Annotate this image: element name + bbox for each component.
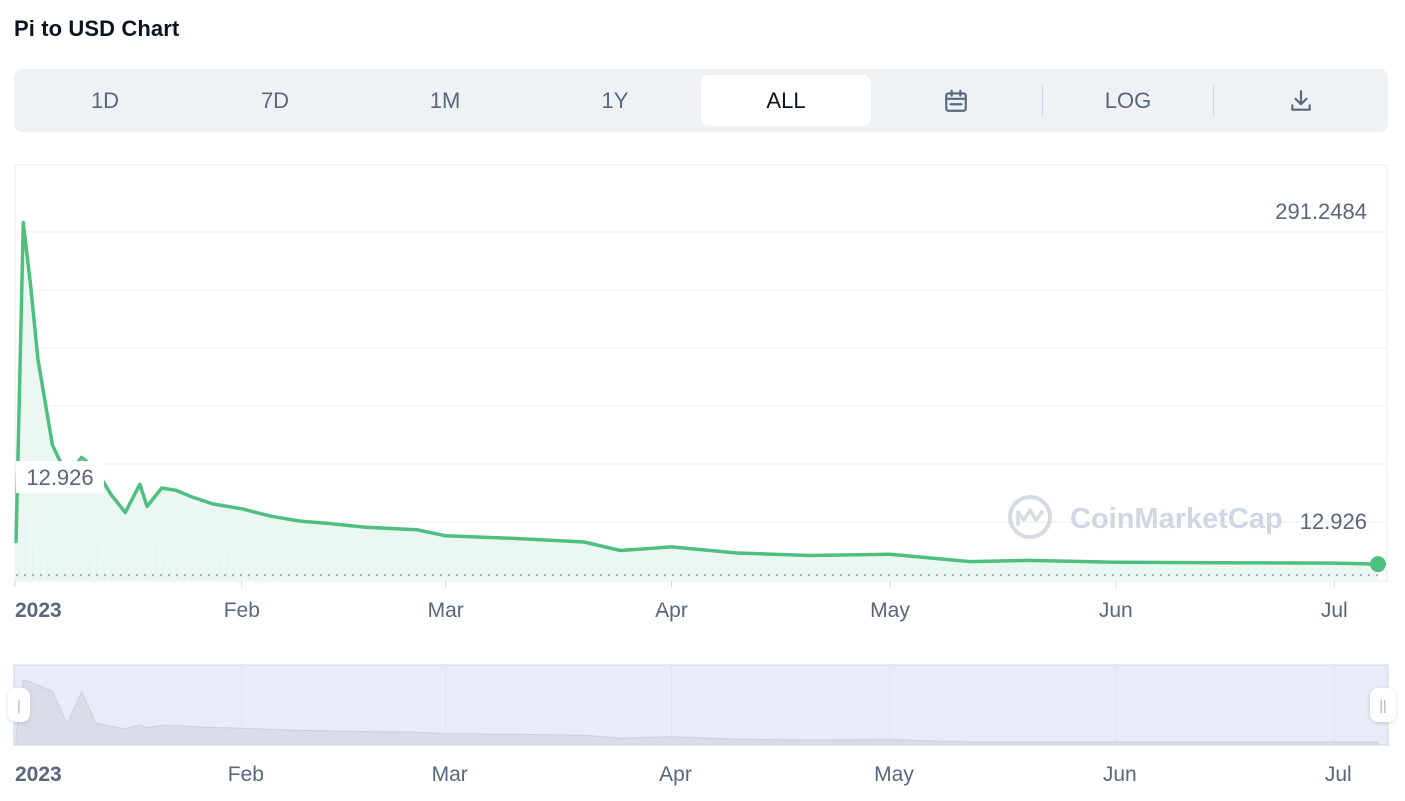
- log-scale-button[interactable]: LOG: [1104, 88, 1152, 113]
- x-axis-tick-label: 2023: [15, 599, 62, 622]
- x-axis-tick-label: May: [870, 599, 910, 622]
- range-all-button[interactable]: ALL: [701, 75, 871, 126]
- navigator-tick-label: May: [874, 763, 914, 786]
- x-axis-tick-label: Mar: [428, 599, 464, 622]
- max-price-label: 291.2484: [1275, 199, 1367, 224]
- price-line: [14, 220, 1379, 566]
- navigator-tick-label: Mar: [432, 763, 468, 786]
- navigator-tick-label: Jun: [1103, 763, 1137, 786]
- current-price-label: 12.926: [26, 465, 93, 490]
- download-icon: [1291, 89, 1311, 111]
- range-1d-button[interactable]: 1D: [90, 88, 120, 113]
- range-1y-button[interactable]: 1Y: [601, 88, 629, 113]
- current-price-dot: [1370, 556, 1386, 573]
- range-7d-button[interactable]: 7D: [260, 88, 290, 113]
- plot-frame: [14, 164, 1388, 582]
- navigator-tick-label: 2023: [15, 763, 62, 786]
- page-title: Pi to USD Chart: [14, 16, 180, 41]
- navigator-right-handle[interactable]: ||: [1370, 688, 1396, 722]
- toolbar-divider: [1042, 85, 1043, 116]
- x-axis-tick-label: Jun: [1099, 599, 1133, 622]
- price-area: [16, 222, 1378, 580]
- x-axis-tick-label: Apr: [655, 599, 688, 622]
- navigator-range-selector[interactable]: [14, 665, 1388, 745]
- range-toolbar: 1D 7D 1M 1Y ALL LOG: [14, 69, 1388, 132]
- navigator-left-handle[interactable]: |: [8, 688, 30, 722]
- right-price-label: 12.926: [1300, 509, 1367, 534]
- download-button[interactable]: [1214, 75, 1388, 126]
- navigator-tick-label: Jul: [1325, 763, 1352, 786]
- calendar-button[interactable]: [871, 75, 1041, 126]
- navigator-tick-label: Apr: [659, 763, 692, 786]
- coinmarketcap-logo: [1008, 495, 1052, 539]
- toolbar-divider: [1213, 85, 1214, 116]
- price-chart[interactable]: CoinMarketCap 291.2484 12.926 12.926 202…: [0, 0, 1405, 640]
- watermark-text: CoinMarketCap: [1070, 503, 1283, 535]
- x-axis-tick-label: Feb: [224, 599, 260, 622]
- x-axis-tick-label: Jul: [1321, 599, 1348, 622]
- navigator-tick-label: Feb: [228, 763, 264, 786]
- range-1m-button[interactable]: 1M: [429, 88, 461, 113]
- calendar-icon: [945, 89, 967, 112]
